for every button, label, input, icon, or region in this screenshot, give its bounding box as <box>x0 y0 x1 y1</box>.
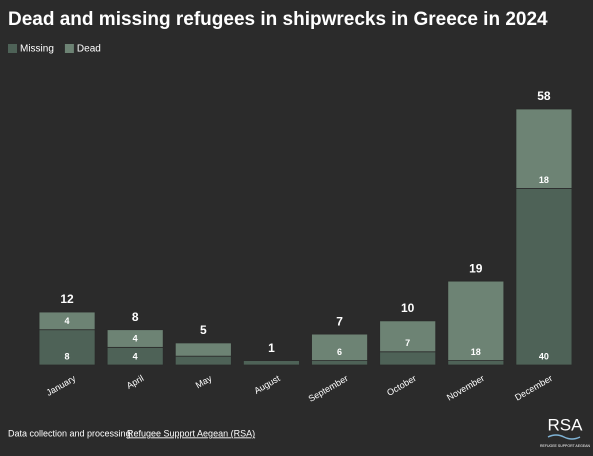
total-label: 10 <box>401 301 415 315</box>
legend-swatch <box>8 44 17 53</box>
bar-segment <box>174 342 232 357</box>
bar-segment <box>379 320 437 353</box>
bar-segment <box>38 311 96 331</box>
segment-label: 7 <box>405 338 410 348</box>
bar-segment <box>311 333 368 361</box>
segment-label: 6 <box>337 347 342 357</box>
bar-segment <box>174 355 232 366</box>
total-label: 1 <box>268 341 275 355</box>
total-label: 8 <box>132 310 139 324</box>
segment-label: 4 <box>133 351 138 361</box>
bar-segment <box>447 360 505 366</box>
total-label: 7 <box>336 314 343 328</box>
segment-label: 18 <box>539 175 549 185</box>
chart-title: Dead and missing refugees in shipwrecks … <box>8 9 548 30</box>
bar-segment <box>311 360 368 366</box>
segment-label: 4 <box>65 316 70 326</box>
segment-label: 4 <box>133 334 138 344</box>
logo-title: RSA <box>548 415 584 434</box>
bar-segment <box>106 329 164 348</box>
bar-segment <box>38 329 96 366</box>
segment-label: 40 <box>539 351 549 361</box>
total-label: 58 <box>537 89 551 103</box>
bar-segment <box>515 188 573 366</box>
segment-label: 18 <box>471 347 481 357</box>
legend-label: Dead <box>77 44 101 55</box>
bar-segment <box>379 351 437 366</box>
logo-subtitle: REFUGEE SUPPORT AEGEAN <box>540 444 591 448</box>
legend-label: Missing <box>20 44 54 55</box>
bar-segment <box>243 360 300 366</box>
bar-segment <box>447 280 505 361</box>
total-label: 5 <box>200 323 207 337</box>
total-label: 19 <box>469 261 483 275</box>
bar-segment <box>515 108 573 189</box>
total-label: 12 <box>60 292 74 306</box>
legend-swatch <box>64 44 74 53</box>
footer-link[interactable]: Refugee Support Aegean (RSA) <box>127 428 255 438</box>
logo-wave <box>547 434 581 440</box>
footer-text: Data collection and processing: <box>8 428 133 438</box>
segment-label: 8 <box>65 351 70 361</box>
